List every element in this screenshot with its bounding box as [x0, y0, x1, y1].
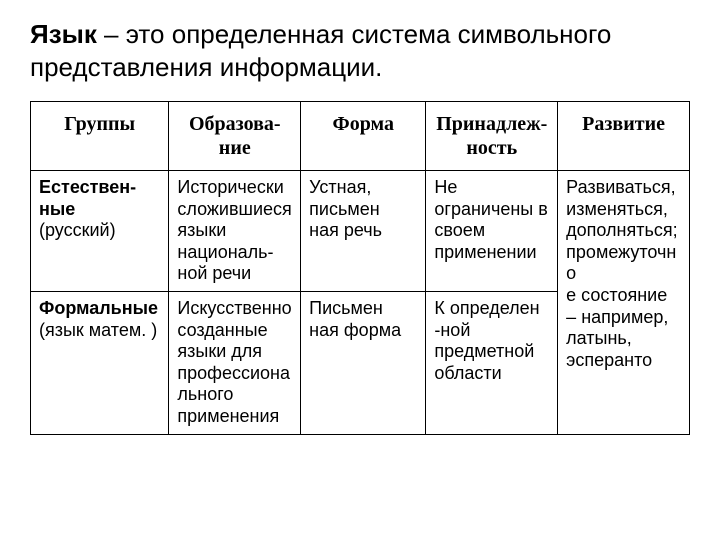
dev-part2: например, латынь, эсперанто	[566, 307, 668, 370]
cell-form-natural: Устная, письменная речь	[301, 171, 426, 292]
slide-title: Язык – это определенная система символьн…	[30, 18, 690, 83]
cell-formation-natural: Исторически сложившиеся языки националь-…	[169, 171, 301, 292]
cell-group-formal: Формальные(язык матем. )	[31, 291, 169, 434]
cell-development: Развиваться, изменяться, дополняться; пр…	[558, 171, 690, 435]
table-row: Естествен-ные(русский) Исторически сложи…	[31, 171, 690, 292]
th-form: Форма	[301, 102, 426, 171]
cell-group-natural: Естествен-ные(русский)	[31, 171, 169, 292]
language-table: Группы Образова-ние Форма Принадлеж-ност…	[30, 101, 690, 435]
dev-part1: Развиваться, изменяться, дополняться; пр…	[566, 177, 677, 327]
cell-formation-formal: Искусственно созданные языки для професс…	[169, 291, 301, 434]
title-bold: Язык	[30, 19, 97, 49]
th-belong: Принадлеж-ность	[426, 102, 558, 171]
th-development: Развитие	[558, 102, 690, 171]
th-formation: Образова-ние	[169, 102, 301, 171]
cell-belong-natural: Не ограничены в своем применении	[426, 171, 558, 292]
th-groups: Группы	[31, 102, 169, 171]
cell-form-formal: Письменная форма	[301, 291, 426, 434]
table-header-row: Группы Образова-ние Форма Принадлеж-ност…	[31, 102, 690, 171]
cell-belong-formal: К определен-ной предметной области	[426, 291, 558, 434]
title-rest: – это определенная система символьного п…	[30, 19, 611, 82]
